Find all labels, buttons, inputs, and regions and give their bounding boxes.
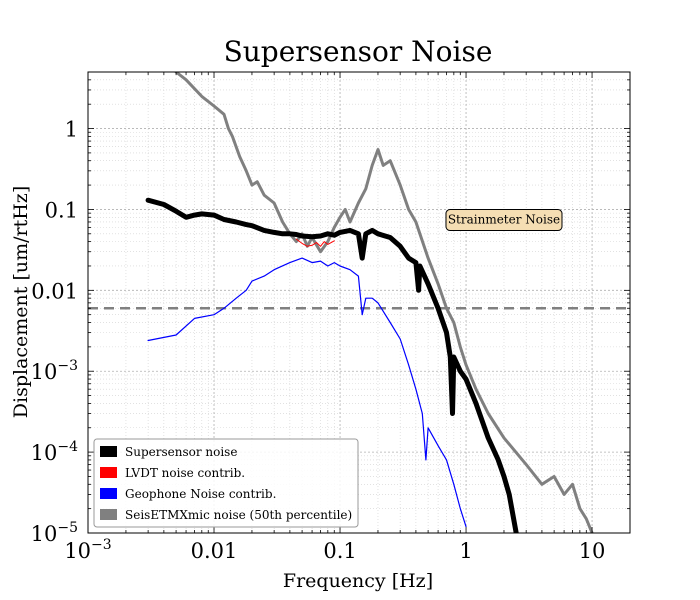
legend-swatch [100, 446, 117, 457]
series-line-1 [295, 238, 335, 247]
y-tick-label: 0.1 [45, 198, 78, 222]
y-tick-label: 10−5 [31, 520, 78, 546]
x-tick-label: 10 [579, 539, 606, 563]
legend-label: SeisETMXmic noise (50th percentile) [125, 508, 352, 522]
x-tick-label: 0.01 [191, 539, 238, 563]
x-tick-label: 0.1 [323, 539, 356, 563]
legend-label: Supersensor noise [125, 445, 237, 459]
legend-frame [93, 438, 359, 528]
strainmeter-annotation: Strainmeter Noise [445, 209, 563, 232]
y-tick-label: 0.01 [31, 279, 78, 303]
x-tick-label: 1 [459, 539, 472, 563]
x-tick-label: 10−3 [64, 537, 111, 563]
series-line-0 [145, 197, 519, 533]
chart-title: Supersensor Noise [224, 35, 493, 68]
legend-swatch [100, 467, 117, 478]
legend-label: Geophone Noise contrib. [125, 487, 276, 501]
legend-swatch [100, 509, 117, 520]
legend-swatch [100, 488, 117, 499]
y-tick-label: 10−4 [31, 439, 78, 465]
series-line-2 [147, 257, 467, 528]
annotation-box [445, 209, 563, 232]
legend: Supersensor noise LVDT noise contrib. Geop… [93, 438, 359, 528]
y-axis-label: Displacement [um/rtHz] [10, 186, 32, 418]
y-tick-label: 10−3 [31, 358, 78, 384]
x-axis-label: Frequency [Hz] [283, 570, 433, 592]
annotation-text: Strainmeter Noise [448, 213, 560, 227]
series-line-3 [174, 72, 594, 533]
y-tick-label: 1 [65, 118, 78, 142]
legend-label: LVDT noise contrib. [125, 466, 245, 480]
